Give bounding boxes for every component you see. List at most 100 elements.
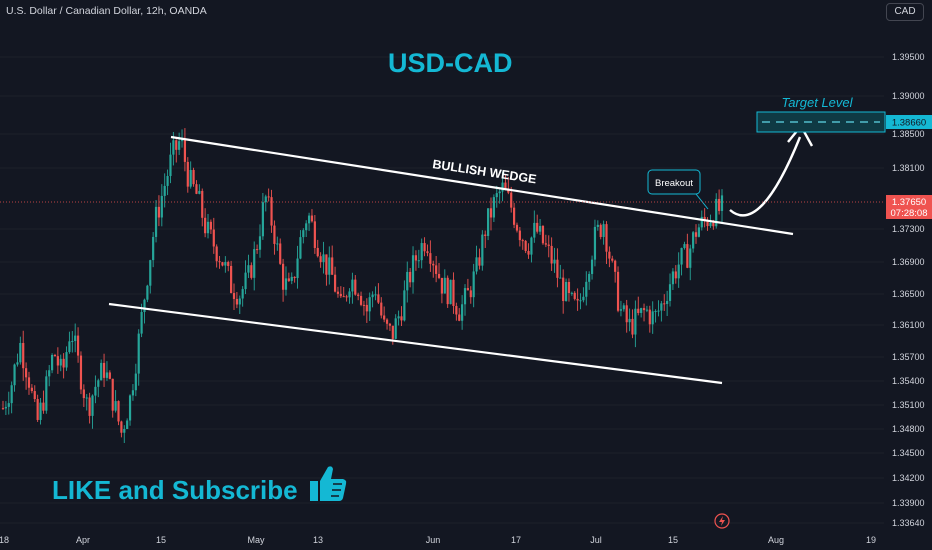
candle: [611, 255, 614, 263]
candle: [562, 269, 565, 314]
candle: [628, 308, 631, 332]
candle: [212, 217, 215, 254]
candle: [345, 294, 348, 302]
lower-trendline[interactable]: [108, 302, 723, 385]
candle: [325, 254, 328, 286]
candle: [579, 293, 582, 310]
candle: [403, 280, 406, 322]
candle: [697, 223, 700, 238]
candle: [553, 247, 556, 273]
candle: [307, 212, 311, 231]
candle: [585, 271, 588, 306]
candle: [463, 284, 467, 316]
candle: [192, 167, 195, 187]
chart-grid: [0, 56, 884, 524]
candle: [163, 173, 166, 208]
candle: [152, 232, 155, 268]
candle: [622, 303, 625, 312]
candle: [492, 194, 495, 223]
candle: [256, 244, 259, 254]
candle: [544, 234, 547, 248]
candle: [97, 378, 100, 398]
time-tick-label: 19: [866, 535, 876, 545]
candle: [538, 219, 542, 235]
currency-button[interactable]: CAD: [886, 3, 924, 21]
candle: [102, 353, 106, 387]
lightning-icon[interactable]: [714, 513, 730, 529]
candle: [547, 235, 550, 258]
candle: [244, 260, 247, 295]
candle: [48, 365, 51, 387]
upper-trendline[interactable]: [170, 135, 794, 236]
candle: [400, 306, 403, 326]
candle: [261, 192, 264, 240]
price-tick-label: 1.36100: [892, 320, 925, 330]
candle: [588, 271, 591, 290]
price-axis[interactable]: 1.39500 1.39000 1.38500 1.38100 1.37300 1.369…: [892, 52, 925, 528]
candle: [348, 288, 351, 304]
candle: [19, 336, 22, 365]
candle: [689, 244, 692, 281]
candle: [53, 353, 57, 357]
candle: [383, 306, 386, 323]
time-tick-label: 13: [313, 535, 323, 545]
candle: [232, 283, 236, 311]
candle: [417, 249, 420, 268]
candle: [117, 400, 120, 426]
candle: [406, 261, 409, 303]
candle: [62, 353, 65, 379]
candle: [247, 254, 250, 278]
candle: [429, 240, 432, 272]
candle: [432, 260, 435, 278]
candle: [605, 221, 608, 264]
candle: [221, 261, 224, 267]
candle: [209, 219, 213, 234]
time-tick-label: Jul: [590, 535, 602, 545]
candle: [576, 288, 579, 311]
candle: [264, 194, 267, 212]
candle: [530, 236, 533, 263]
candle: [137, 329, 140, 386]
candle: [631, 309, 634, 339]
price-tick-label: 1.38500: [892, 129, 925, 139]
candle: [149, 259, 152, 294]
candle: [449, 279, 452, 305]
candle: [515, 222, 519, 233]
candle: [475, 245, 478, 275]
candle: [279, 238, 282, 265]
candle: [533, 210, 536, 243]
candle: [484, 230, 487, 248]
candle: [45, 370, 48, 414]
candle: [648, 305, 651, 333]
candle: [267, 188, 270, 202]
candle: [452, 272, 455, 314]
candle: [227, 260, 230, 272]
candle: [489, 197, 493, 231]
candle: [443, 269, 446, 294]
candle: [657, 300, 660, 317]
price-tick-label: 1.39000: [892, 91, 925, 101]
candle: [114, 390, 117, 413]
candle: [602, 220, 605, 245]
candle: [178, 132, 181, 155]
price-tick-label: 1.38100: [892, 163, 925, 173]
candle: [287, 272, 290, 283]
candle: [654, 309, 657, 323]
time-tick-label: Apr: [76, 535, 90, 545]
candle: [666, 290, 669, 316]
candle: [131, 384, 135, 401]
candle: [706, 217, 709, 231]
time-axis[interactable]: 18 Apr 15 May 13 Jun 17 Jul 15 Aug 19: [0, 535, 876, 545]
candle: [342, 286, 345, 298]
candle: [79, 351, 83, 395]
time-tick-label: Jun: [426, 535, 441, 545]
candle: [235, 291, 238, 309]
pattern-label: BULLISH WEDGE: [432, 157, 538, 186]
candle: [30, 384, 33, 394]
candle: [276, 236, 279, 251]
candle: [354, 275, 357, 296]
candle: [397, 310, 400, 326]
candle: [619, 300, 623, 317]
candle: [720, 189, 724, 224]
